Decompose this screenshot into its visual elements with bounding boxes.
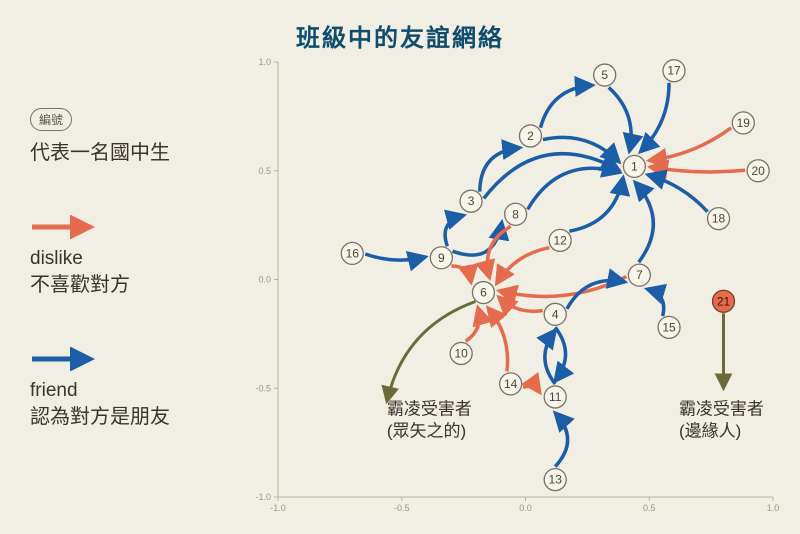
annotation-label-0-l2: (眾矢之的) [387, 421, 466, 440]
svg-text:-0.5: -0.5 [394, 503, 410, 513]
svg-text:3: 3 [468, 194, 475, 208]
svg-text:19: 19 [737, 116, 751, 130]
legend-friend-en: friend [30, 380, 240, 403]
annotation-label-0-l1: 霸凌受害者 [387, 399, 472, 418]
svg-text:10: 10 [454, 346, 468, 360]
edge-11-4 [545, 330, 555, 384]
svg-text:21: 21 [717, 294, 731, 308]
edge-4-6 [499, 297, 543, 311]
edge-2-1 [543, 137, 619, 162]
svg-text:0.0: 0.0 [519, 503, 532, 513]
node-18: 18 [708, 208, 730, 230]
legend-friend: friend 認為對方是朋友 [30, 347, 240, 431]
node-17: 17 [663, 60, 685, 82]
edge-20-1 [650, 167, 745, 172]
node-5: 5 [594, 64, 616, 86]
annotation-label-1-l2: (邊緣人) [679, 421, 741, 440]
svg-text:0.5: 0.5 [643, 503, 656, 513]
edge-9-3 [445, 215, 464, 246]
legend-node: 編號 代表一名國中生 [30, 108, 240, 167]
node-10: 10 [450, 342, 472, 364]
svg-text:4: 4 [552, 307, 559, 321]
node-19: 19 [732, 112, 754, 134]
svg-text:-1.0: -1.0 [270, 503, 286, 513]
svg-text:7: 7 [636, 268, 643, 282]
svg-text:11: 11 [549, 390, 562, 404]
node-16: 16 [341, 242, 363, 264]
legend-badge: 編號 [30, 108, 72, 131]
node-15: 15 [658, 316, 680, 338]
friend-arrow-icon [30, 347, 100, 371]
svg-text:5: 5 [601, 68, 608, 82]
dislike-arrow-icon [30, 215, 100, 239]
svg-text:12: 12 [553, 233, 567, 247]
svg-text:1.0: 1.0 [767, 503, 780, 513]
annotations-layer: 霸凌受害者 (眾矢之的) 霸凌受害者 (邊緣人) [387, 302, 764, 441]
svg-text:15: 15 [662, 320, 676, 334]
svg-text:17: 17 [667, 64, 681, 78]
legend-dislike: dislike 不喜歡對方 [30, 215, 240, 299]
legend-dislike-cn: 不喜歡對方 [30, 271, 240, 299]
node-4: 4 [544, 303, 566, 325]
svg-text:0.0: 0.0 [258, 275, 271, 285]
legend-friend-cn: 認為對方是朋友 [30, 403, 240, 431]
chart-title: 班級中的友誼網絡 [0, 18, 800, 53]
svg-text:6: 6 [480, 286, 487, 300]
edge-9-6 [451, 266, 471, 282]
edge-12-6 [497, 248, 550, 284]
node-3: 3 [460, 190, 482, 212]
node-1: 1 [623, 155, 645, 177]
node-9: 9 [430, 247, 452, 269]
node-20: 20 [747, 160, 769, 182]
edge-16-9 [365, 254, 425, 260]
svg-text:2: 2 [527, 129, 534, 143]
network-chart: -1.0-1.0 -0.5 -0.5 0.0 0.0 0.5 0.5 1.0 1.0 霸凌受害者 (… [248, 52, 788, 522]
annotation-label-1-l1: 霸凌受害者 [679, 399, 764, 418]
edge-17-1 [641, 83, 670, 152]
edge-7-1 [635, 182, 653, 262]
node-2: 2 [519, 125, 541, 147]
svg-text:-0.5: -0.5 [255, 383, 271, 393]
svg-text:-1.0: -1.0 [255, 492, 271, 502]
node-6: 6 [472, 282, 494, 304]
node-21: 21 [713, 290, 735, 312]
edge-14-11 [523, 386, 540, 392]
svg-text:9: 9 [438, 251, 445, 265]
svg-text:1: 1 [631, 159, 638, 173]
legend-panel: 編號 代表一名國中生 dislike 不喜歡對方 friend 認為對方是朋友 [30, 108, 240, 479]
edge-4-11 [555, 327, 565, 381]
svg-text:13: 13 [549, 473, 563, 487]
edge-2-5 [541, 85, 593, 128]
svg-text:20: 20 [751, 164, 765, 178]
edge-15-7 [647, 289, 663, 316]
node-11: 11 [544, 386, 566, 408]
node-7: 7 [628, 264, 650, 286]
edge-13-11 [555, 413, 567, 467]
legend-badge-desc: 代表一名國中生 [30, 139, 240, 167]
edge-14-6 [488, 308, 508, 372]
edge-19-1 [649, 128, 731, 161]
svg-text:0.5: 0.5 [258, 166, 271, 176]
svg-text:16: 16 [346, 246, 360, 260]
node-14: 14 [500, 373, 522, 395]
node-8: 8 [505, 203, 527, 225]
edge-10-6 [466, 308, 480, 342]
edge-18-1 [648, 175, 708, 212]
svg-text:14: 14 [504, 377, 518, 391]
legend-dislike-en: dislike [30, 248, 240, 271]
edge-4-7 [567, 281, 625, 309]
node-13: 13 [544, 469, 566, 491]
edge-5-1 [609, 87, 631, 151]
edge-3-1 [484, 154, 619, 199]
svg-text:8: 8 [512, 207, 519, 221]
edge-12-1 [569, 178, 623, 231]
svg-text:1.0: 1.0 [258, 57, 271, 67]
node-12: 12 [549, 229, 571, 251]
svg-text:18: 18 [712, 212, 726, 226]
edge-8-1 [528, 168, 620, 209]
